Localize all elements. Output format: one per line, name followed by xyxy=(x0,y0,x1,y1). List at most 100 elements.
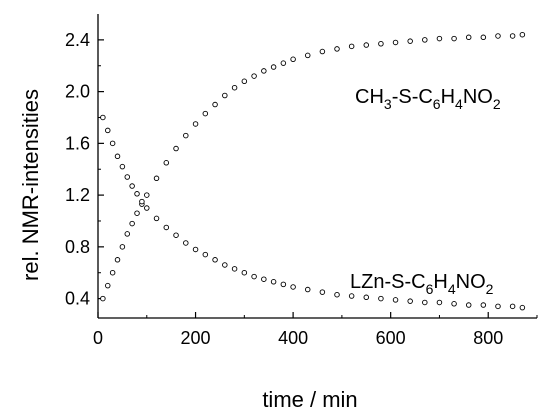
y-tick-label: 1.2 xyxy=(65,185,90,205)
series-0-point xyxy=(192,121,199,127)
x-tick-label: 600 xyxy=(376,328,406,348)
series-1-point xyxy=(163,224,170,231)
series-1-point xyxy=(261,276,267,282)
y-tick-label: 2.4 xyxy=(65,30,90,50)
series-label-part: -S-C xyxy=(392,86,433,108)
series-0-point xyxy=(183,132,189,139)
series-0-point xyxy=(129,220,135,227)
series-label-part: H xyxy=(441,86,455,108)
series-0-point xyxy=(105,282,111,289)
series-1-point xyxy=(422,299,428,306)
series-1-point xyxy=(436,299,443,306)
series-label-part: 4 xyxy=(448,281,456,297)
series-1-point xyxy=(153,215,160,222)
series-0-point xyxy=(114,257,121,263)
x-tick-label: 0 xyxy=(93,328,103,348)
series-1-point xyxy=(451,301,457,307)
series-0-point xyxy=(163,160,170,166)
series-label-part: CH xyxy=(355,86,384,108)
series-0-point xyxy=(519,31,526,38)
series-1-point xyxy=(109,140,116,147)
series-label-lzn-s-c6h4no2: LZn-S-C6H4NO2 xyxy=(350,271,494,297)
series-0-point xyxy=(100,295,106,302)
series-0-point xyxy=(241,78,248,85)
axes-layer: 0.4 0.8 1.2 1.6 2.0 2.4 0 200 400 600 800 xyxy=(65,14,538,348)
series-0-point xyxy=(319,48,326,55)
series-1-point xyxy=(348,293,355,299)
series-0-point xyxy=(363,42,370,48)
series-label-part: 4 xyxy=(455,96,463,112)
series-1-point xyxy=(519,304,526,311)
series-1-point xyxy=(212,257,218,263)
series-0-point xyxy=(270,64,277,70)
series-1-point xyxy=(231,266,238,272)
series-0-point xyxy=(378,41,384,47)
y-tick-label: 1.6 xyxy=(65,133,90,153)
series-label-part: NO xyxy=(456,271,486,293)
series-label-part: LZn-S-C xyxy=(350,271,426,293)
series-1-point xyxy=(192,246,199,253)
y-tick-label: 0.4 xyxy=(65,289,90,309)
series-0-point xyxy=(134,210,140,216)
series-1-point xyxy=(480,302,487,308)
series-0-point xyxy=(480,34,487,41)
series-0-point xyxy=(153,175,160,182)
series-label-part: 6 xyxy=(426,281,434,297)
series-1-point xyxy=(378,295,384,302)
series-1-point xyxy=(509,303,516,310)
series-1-point xyxy=(241,269,248,276)
series-1-point xyxy=(363,294,370,301)
series-0-point xyxy=(231,84,238,91)
series-1-point xyxy=(495,303,501,310)
series-label-part: 3 xyxy=(384,96,392,112)
series-1-point xyxy=(392,297,399,303)
series-label-ch3-s-c6h4no2: CH3-S-C6H4NO2 xyxy=(355,86,501,112)
series-1-point xyxy=(139,198,145,205)
series-0-point xyxy=(465,34,472,41)
series-1-point xyxy=(100,114,106,121)
x-tick-label: 200 xyxy=(181,328,211,348)
series-0-point xyxy=(422,37,428,43)
series-0-point xyxy=(173,145,179,152)
series-0-point xyxy=(251,73,257,79)
series-1-point xyxy=(407,298,413,304)
series-1-point xyxy=(124,174,131,180)
series-1-point xyxy=(465,302,472,308)
labels-layer: time / min rel. NMR-intensities CH3-S-C6… xyxy=(18,86,501,412)
series-0-point xyxy=(109,269,116,276)
series-0-point xyxy=(451,35,457,42)
series-label-part: H xyxy=(433,271,447,293)
series-1-point xyxy=(251,273,257,280)
series-1-point xyxy=(134,191,140,197)
series-label-part: 6 xyxy=(433,96,441,112)
series-0-point xyxy=(407,38,413,44)
series-0-point xyxy=(119,244,126,250)
series-0-point xyxy=(280,60,287,66)
series-1-point xyxy=(222,262,228,268)
series-1-point xyxy=(290,284,296,290)
series-1-point xyxy=(183,240,189,246)
series-0-point xyxy=(509,33,516,39)
series-1-point xyxy=(119,163,126,170)
y-axis-title: rel. NMR-intensities xyxy=(18,89,43,281)
series-0-point xyxy=(222,92,228,99)
series-1-point xyxy=(319,289,326,295)
y-tick-label: 0.8 xyxy=(65,237,90,257)
series-label-part: 2 xyxy=(493,96,501,112)
series-0-point xyxy=(495,33,501,39)
marks-layer xyxy=(100,31,526,311)
x-axis-title: time / min xyxy=(262,387,357,412)
series-0-point xyxy=(144,192,150,198)
series-label-part: NO xyxy=(463,86,493,108)
series-1-point xyxy=(280,281,287,288)
series-1-point xyxy=(105,127,111,134)
series-1-point xyxy=(129,183,135,189)
y-tick-label: 2.0 xyxy=(65,82,90,102)
series-0-point xyxy=(392,39,399,46)
series-1-point xyxy=(114,153,121,160)
series-0-point xyxy=(212,101,218,108)
x-tick-label: 800 xyxy=(473,328,503,348)
series-1-point xyxy=(304,286,311,293)
